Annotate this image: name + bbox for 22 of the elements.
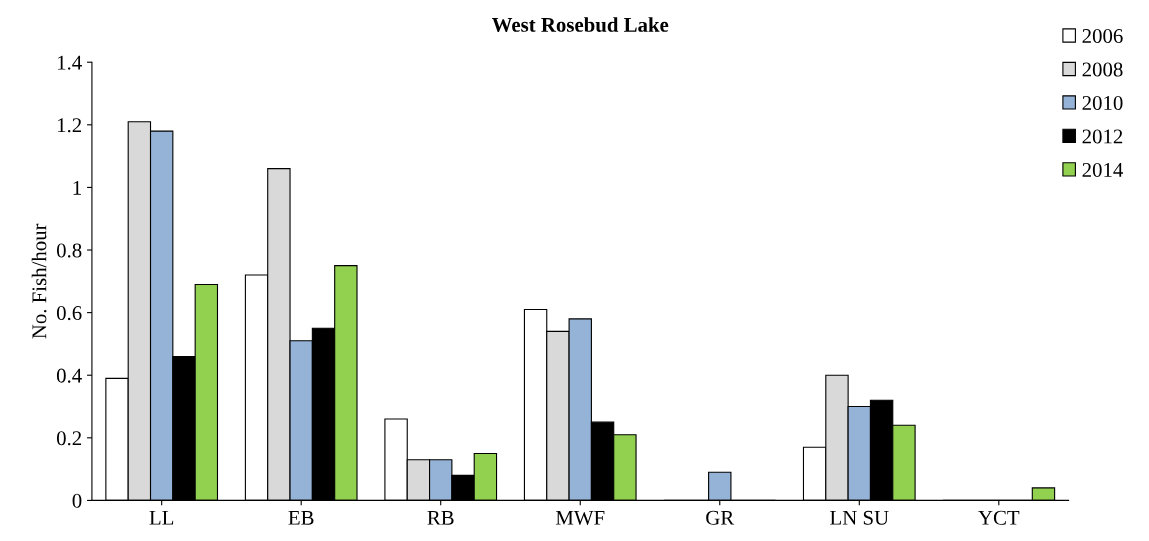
y-tick-label: 1 [73,180,81,195]
y-tick-label: 1.4 [57,55,82,70]
legend-label: 2012 [1082,129,1123,144]
x-tick-label: YCT [978,510,1020,525]
x-tick-label: LL [149,510,174,525]
x-tick-label: RB [427,510,454,525]
legend-label: 2010 [1082,95,1123,110]
x-tick-label: GR [706,510,735,525]
legend-label: 2008 [1082,62,1123,77]
x-tick-label: LN SU [830,510,889,525]
chart-title: West Rosebud Lake [491,17,669,32]
legend-label: 2006 [1082,28,1123,44]
y-tick-label: 0.6 [56,305,82,321]
y-tick-label: 1.2 [57,118,82,133]
y-tick-label: 0.2 [56,431,82,446]
x-tick-label: MWF [555,510,605,525]
legend-label: 2014 [1082,162,1123,177]
y-axis-title: No. Fish/hour [31,223,47,339]
y-tick-label: 0.8 [56,243,82,258]
y-tick-label: 0 [72,493,82,508]
x-tick-label: EB [288,510,314,525]
y-tick-label: 0.4 [56,368,82,383]
